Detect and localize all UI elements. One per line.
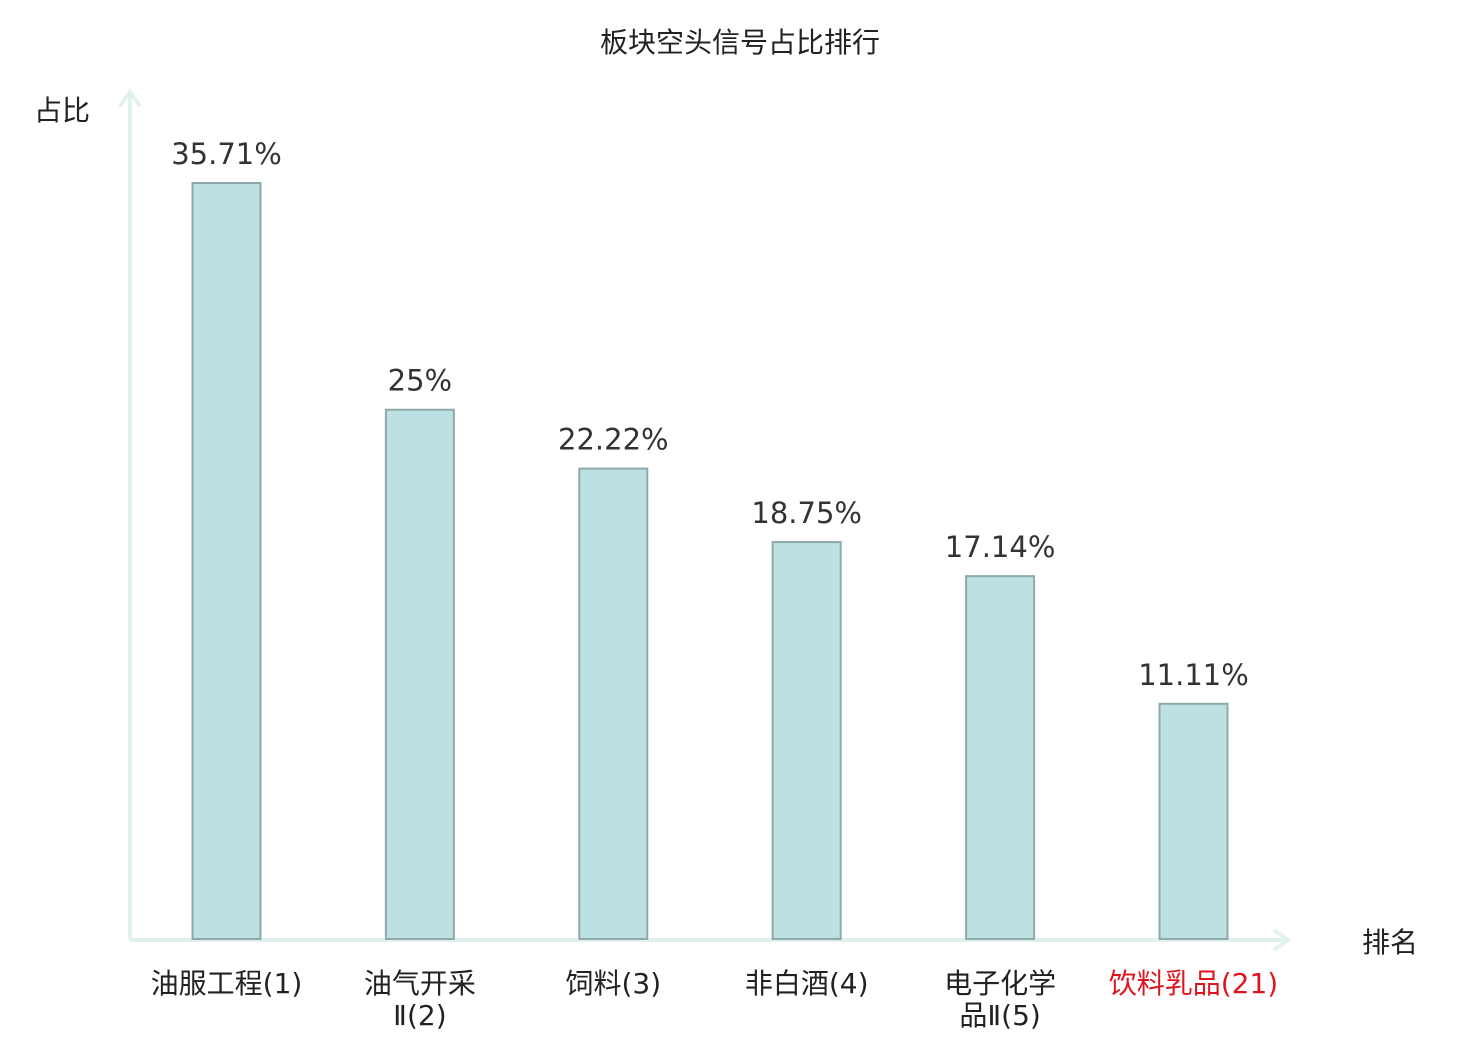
data-label-1: 35.71% xyxy=(171,137,282,171)
data-label-5: 17.14% xyxy=(945,530,1056,564)
category-label-6-line-1: 饮料乳品(21) xyxy=(1109,967,1278,1000)
axes xyxy=(118,88,1292,952)
chart-title: 板块空头信号占比排行 xyxy=(600,26,880,59)
category-label-2: 油气开采 Ⅱ(2) xyxy=(364,967,476,1032)
bar-6 xyxy=(1158,702,1229,940)
category-label-5-line-1: 电子化学 xyxy=(944,967,1056,1000)
bar-3 xyxy=(578,467,649,940)
category-label-4-line-1: 非白酒(4) xyxy=(745,967,869,1000)
y-axis-label: 占比 xyxy=(34,94,90,127)
bar-4 xyxy=(771,541,842,940)
category-label-5: 电子化学品Ⅱ(5) xyxy=(944,967,1056,1032)
category-label-1: 油服工程(1) xyxy=(151,967,303,1000)
value-labels: 35.71% 25% 22.22% 18.75% 17.14% 11.11% xyxy=(171,137,1249,692)
category-label-1-line-1: 油服工程(1) xyxy=(151,967,303,1000)
category-label-6: 饮料乳品(21) xyxy=(1109,967,1278,1000)
bars xyxy=(191,182,1229,941)
data-label-4: 18.75% xyxy=(751,496,862,530)
category-label-4: 非白酒(4) xyxy=(745,967,869,1000)
bar-1 xyxy=(191,182,262,940)
x-axis-arrow xyxy=(1272,928,1292,952)
bar-5 xyxy=(965,575,1036,941)
bar-2 xyxy=(384,408,455,940)
category-label-3: 饲料(3) xyxy=(565,967,661,1000)
category-label-3-line-1: 饲料(3) xyxy=(565,967,661,1000)
y-axis-arrow xyxy=(118,88,142,108)
data-label-6: 11.11% xyxy=(1138,658,1249,692)
category-label-5-line-2: 品Ⅱ(5) xyxy=(959,999,1040,1032)
x-axis-label: 排名 xyxy=(1362,926,1418,959)
data-label-3: 22.22% xyxy=(558,423,669,457)
data-label-2: 25% xyxy=(388,364,452,398)
category-label-2-line-1: 油气开采 xyxy=(364,967,476,1000)
category-labels: 油服工程(1) 油气开采 Ⅱ(2) 饲料(3) 非白酒(4) 电子化学品Ⅱ(5) 饮料乳品(… xyxy=(151,967,1279,1032)
category-label-2-line-2: Ⅱ(2) xyxy=(393,999,446,1032)
